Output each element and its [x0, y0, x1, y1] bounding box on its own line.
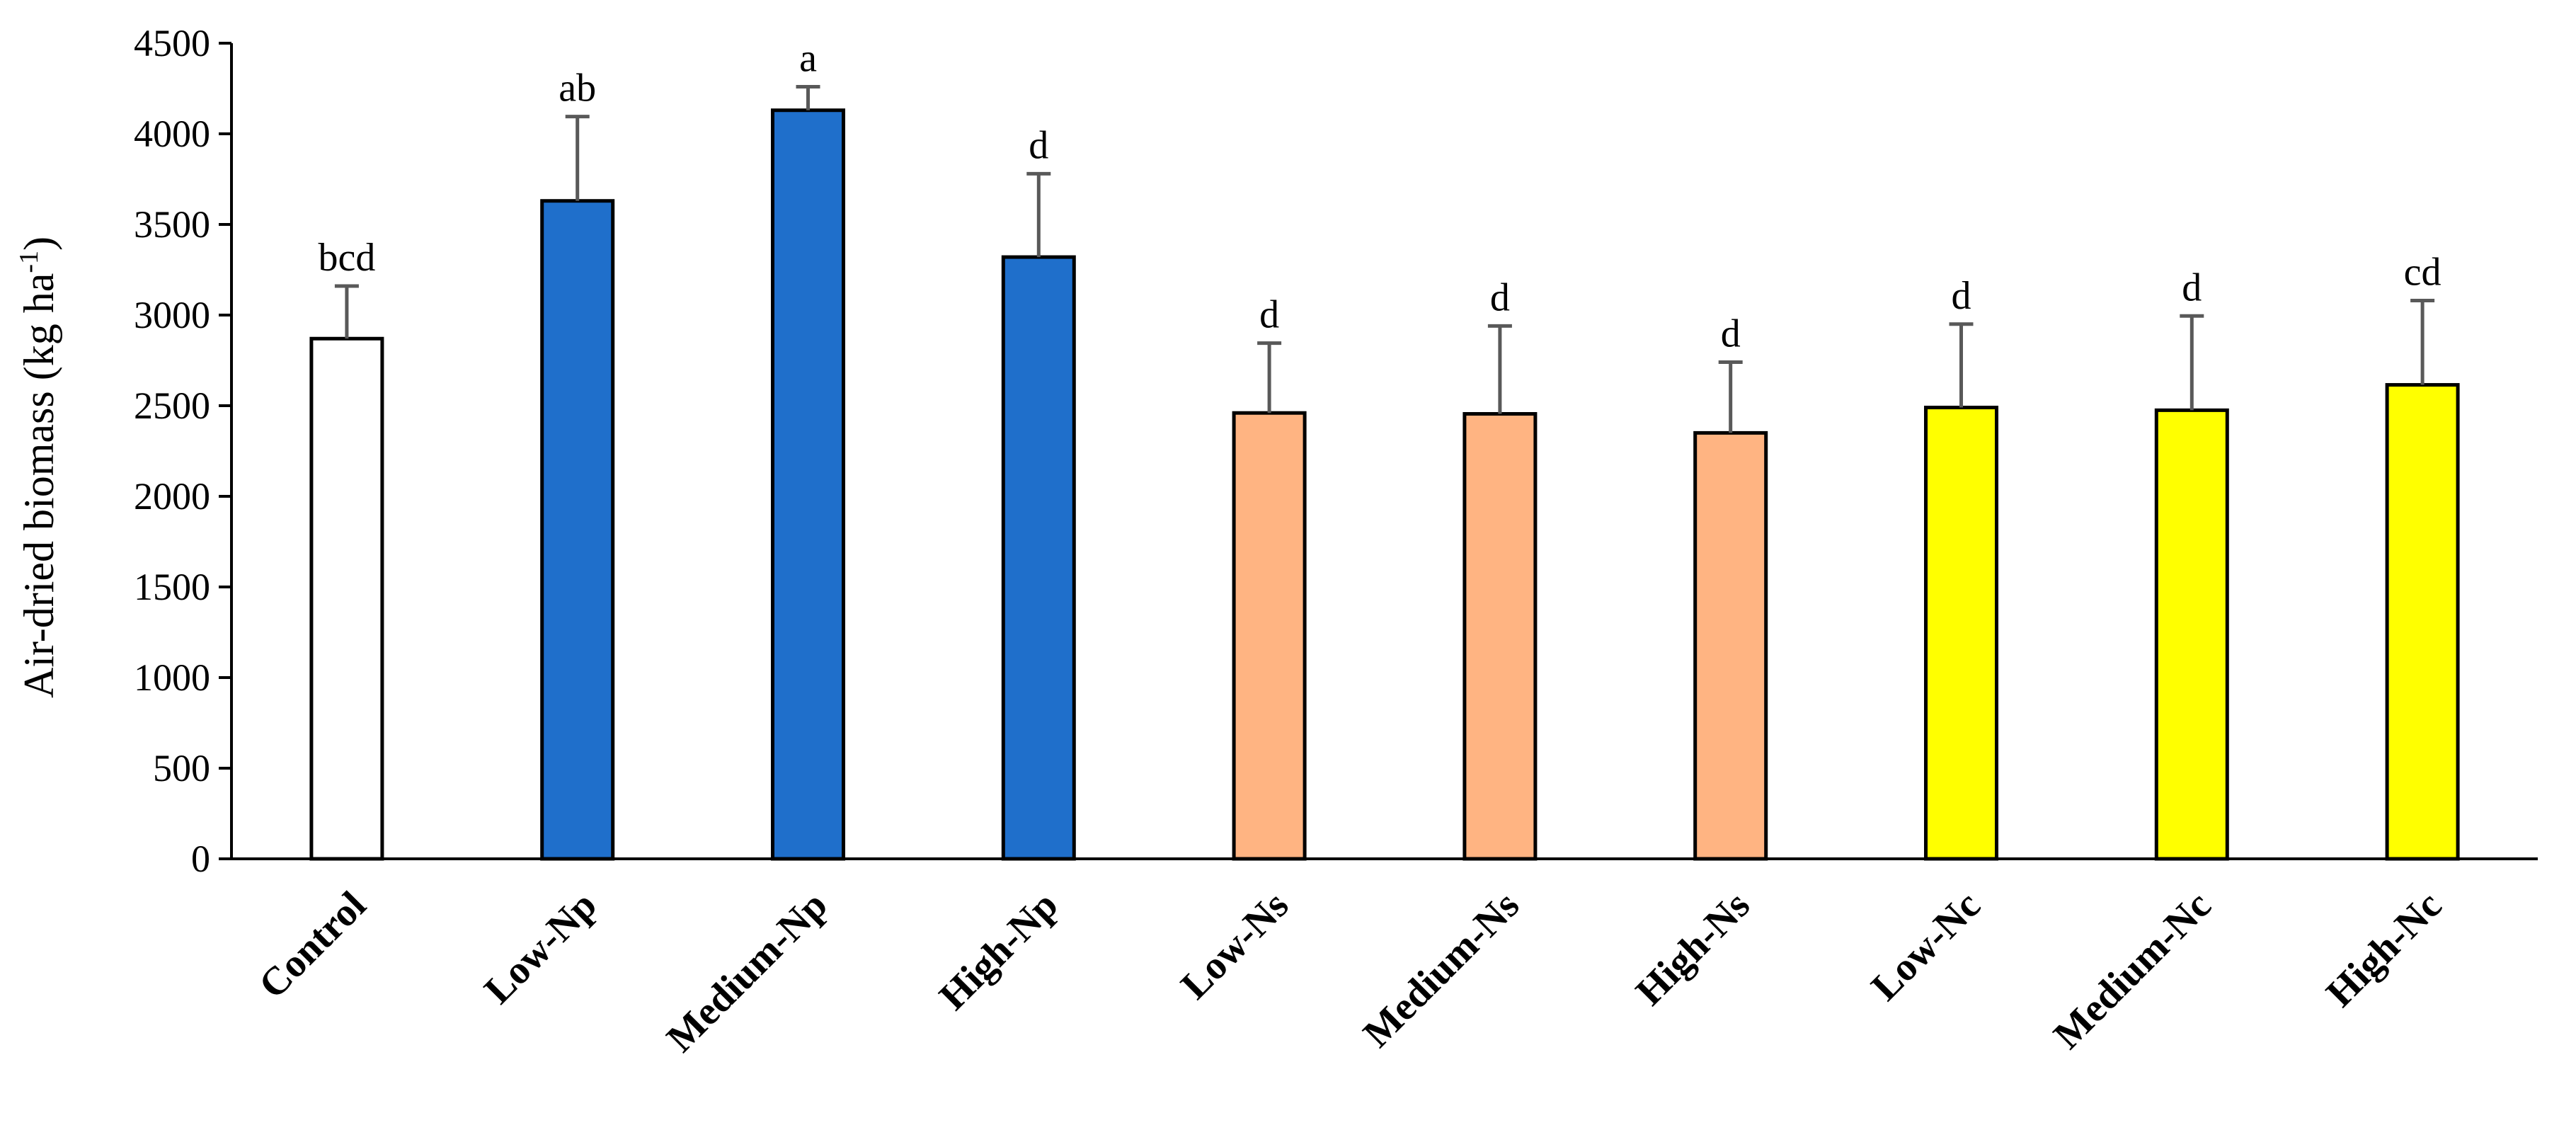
y-axis-title: Air-dried biomass (kg ha-1): [14, 236, 62, 698]
bar-control: [309, 336, 384, 861]
bar-medium-nc: [2154, 408, 2229, 861]
bar-low-nc: [1924, 406, 1998, 861]
bar-high-ns: [1693, 430, 1768, 861]
significance-label: d: [1721, 312, 1741, 356]
y-tick-label: 2000: [134, 475, 210, 518]
y-axis-title-sup: -1: [14, 251, 44, 273]
y-axis-title-main: Air-dried biomass (kg ha: [16, 273, 62, 698]
y-tick-label: 4500: [134, 22, 210, 64]
x-category-label: Control: [251, 883, 374, 1007]
bar-low-ns: [1232, 411, 1307, 861]
y-tick-label: 0: [191, 838, 210, 880]
bar-high-nc: [2385, 383, 2460, 861]
x-category-label: High-Ns: [1627, 883, 1758, 1014]
significance-label: cd: [2404, 251, 2442, 295]
bar-low-np: [540, 199, 615, 861]
bar-medium-np: [771, 108, 845, 861]
significance-label: d: [1259, 293, 1279, 337]
y-tick-label: 2500: [134, 384, 210, 427]
x-category-label: Low-Nc: [1863, 883, 1989, 1009]
x-category-label: High-Nc: [2318, 883, 2450, 1015]
y-axis-title-close: ): [16, 236, 62, 251]
y-tick-label: 4000: [134, 113, 210, 155]
significance-label: d: [2182, 266, 2202, 309]
y-tick-label: 3500: [134, 203, 210, 246]
y-axis: 0 500 1000 1500 2000 2500 3000 3500 4000 4500: [134, 22, 233, 880]
bar-medium-ns: [1462, 412, 1538, 861]
significance-label: a: [799, 36, 817, 80]
x-category-label: Low-Ns: [1172, 883, 1297, 1008]
y-axis-title-group: Air-dried biomass (kg ha-1): [14, 236, 62, 698]
x-category-label: Low-Np: [476, 883, 605, 1012]
significance-label: ab: [559, 67, 596, 110]
x-axis: Control Low-Np Medium-Np High-Np Low-Ns Mediu…: [231, 857, 2538, 1061]
y-tick-label: 500: [153, 747, 210, 789]
x-category-label: High-Np: [931, 883, 1066, 1018]
x-category-label: Medium-Nc: [2045, 883, 2219, 1057]
y-tick-label: 1500: [134, 566, 210, 608]
significance-label: d: [1490, 275, 1510, 319]
significance-label: d: [1952, 274, 1971, 318]
significance-label: bcd: [318, 236, 375, 280]
x-category-label: Medium-Np: [658, 883, 836, 1061]
y-tick-label: 3000: [134, 294, 210, 336]
bar-high-np: [1001, 255, 1076, 861]
bars-group: bcd ab a d d d d d d cd: [309, 36, 2460, 861]
y-tick-label: 1000: [134, 656, 210, 699]
significance-label: d: [1029, 123, 1048, 167]
x-category-label: Medium-Ns: [1355, 883, 1528, 1056]
